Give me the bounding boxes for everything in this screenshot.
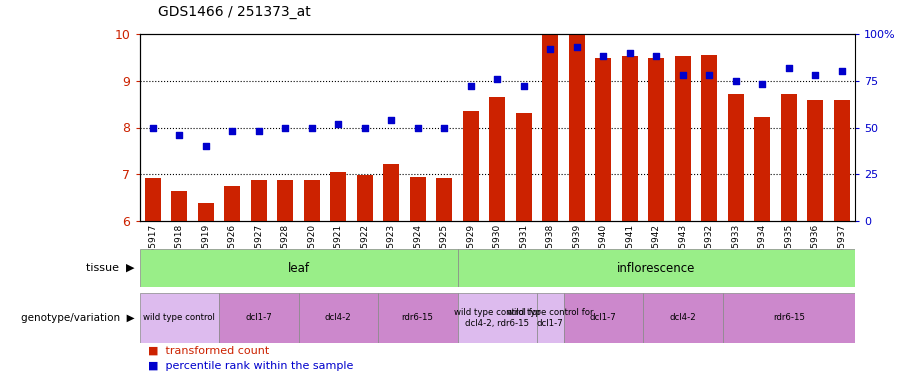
Point — [596, 53, 610, 59]
Point — [543, 46, 557, 52]
Bar — [723, 292, 855, 343]
Bar — [516, 112, 532, 221]
Bar — [754, 117, 770, 221]
Bar — [436, 178, 452, 221]
Point — [172, 132, 186, 138]
Bar — [457, 249, 855, 287]
Bar — [457, 292, 537, 343]
Bar — [543, 35, 558, 221]
Point — [304, 124, 319, 130]
Point — [729, 78, 743, 84]
Point — [755, 81, 770, 87]
Bar — [648, 58, 664, 221]
Bar — [304, 180, 320, 221]
Bar — [701, 55, 717, 221]
Bar — [463, 111, 479, 221]
Text: dcl1-7: dcl1-7 — [590, 313, 616, 322]
Bar — [330, 172, 346, 221]
Bar — [378, 292, 457, 343]
Point — [384, 117, 399, 123]
Bar — [140, 249, 457, 287]
Point — [464, 83, 478, 89]
Point — [676, 72, 690, 78]
Text: rdr6-15: rdr6-15 — [773, 313, 805, 322]
Text: inflorescence: inflorescence — [617, 262, 696, 274]
Bar — [807, 100, 824, 221]
Point — [410, 124, 425, 130]
Bar — [728, 94, 743, 221]
Point — [702, 72, 716, 78]
Text: dcl1-7: dcl1-7 — [246, 313, 272, 322]
Bar — [563, 292, 643, 343]
Point — [225, 128, 239, 134]
Bar — [643, 292, 723, 343]
Text: ■  transformed count: ■ transformed count — [148, 346, 270, 355]
Text: genotype/variation  ▶: genotype/variation ▶ — [22, 313, 135, 323]
Point — [278, 124, 293, 130]
Bar — [595, 58, 611, 221]
Bar — [140, 292, 219, 343]
Point — [437, 124, 452, 130]
Point — [199, 143, 213, 149]
Bar — [219, 292, 299, 343]
Point — [251, 128, 266, 134]
Bar — [299, 292, 378, 343]
Bar — [410, 177, 426, 221]
Text: wild type control for
dcl4-2, rdr6-15: wild type control for dcl4-2, rdr6-15 — [454, 308, 541, 327]
Bar — [569, 34, 585, 221]
Text: leaf: leaf — [287, 262, 310, 274]
Text: rdr6-15: rdr6-15 — [401, 313, 434, 322]
Bar — [622, 56, 638, 221]
Bar — [171, 191, 187, 221]
Bar — [537, 292, 563, 343]
Bar — [251, 180, 266, 221]
Bar — [277, 180, 293, 221]
Text: GDS1466 / 251373_at: GDS1466 / 251373_at — [158, 5, 310, 19]
Text: ■  percentile rank within the sample: ■ percentile rank within the sample — [148, 361, 354, 370]
Point — [146, 124, 160, 130]
Bar — [490, 97, 505, 221]
Bar — [198, 203, 213, 221]
Point — [781, 64, 796, 70]
Text: wild type control for
dcl1-7: wild type control for dcl1-7 — [507, 308, 593, 327]
Bar — [781, 94, 797, 221]
Point — [808, 72, 823, 78]
Bar — [675, 56, 690, 221]
Text: tissue  ▶: tissue ▶ — [86, 263, 135, 273]
Bar — [383, 164, 400, 221]
Point — [570, 44, 584, 50]
Bar — [224, 186, 240, 221]
Text: dcl4-2: dcl4-2 — [670, 313, 696, 322]
Text: dcl4-2: dcl4-2 — [325, 313, 352, 322]
Bar — [145, 178, 161, 221]
Point — [623, 50, 637, 55]
Point — [517, 83, 531, 89]
Bar — [833, 100, 850, 221]
Point — [834, 68, 849, 74]
Point — [357, 124, 372, 130]
Text: wild type control: wild type control — [143, 313, 215, 322]
Point — [331, 121, 346, 127]
Bar — [356, 176, 373, 221]
Point — [649, 53, 663, 59]
Point — [491, 76, 505, 82]
